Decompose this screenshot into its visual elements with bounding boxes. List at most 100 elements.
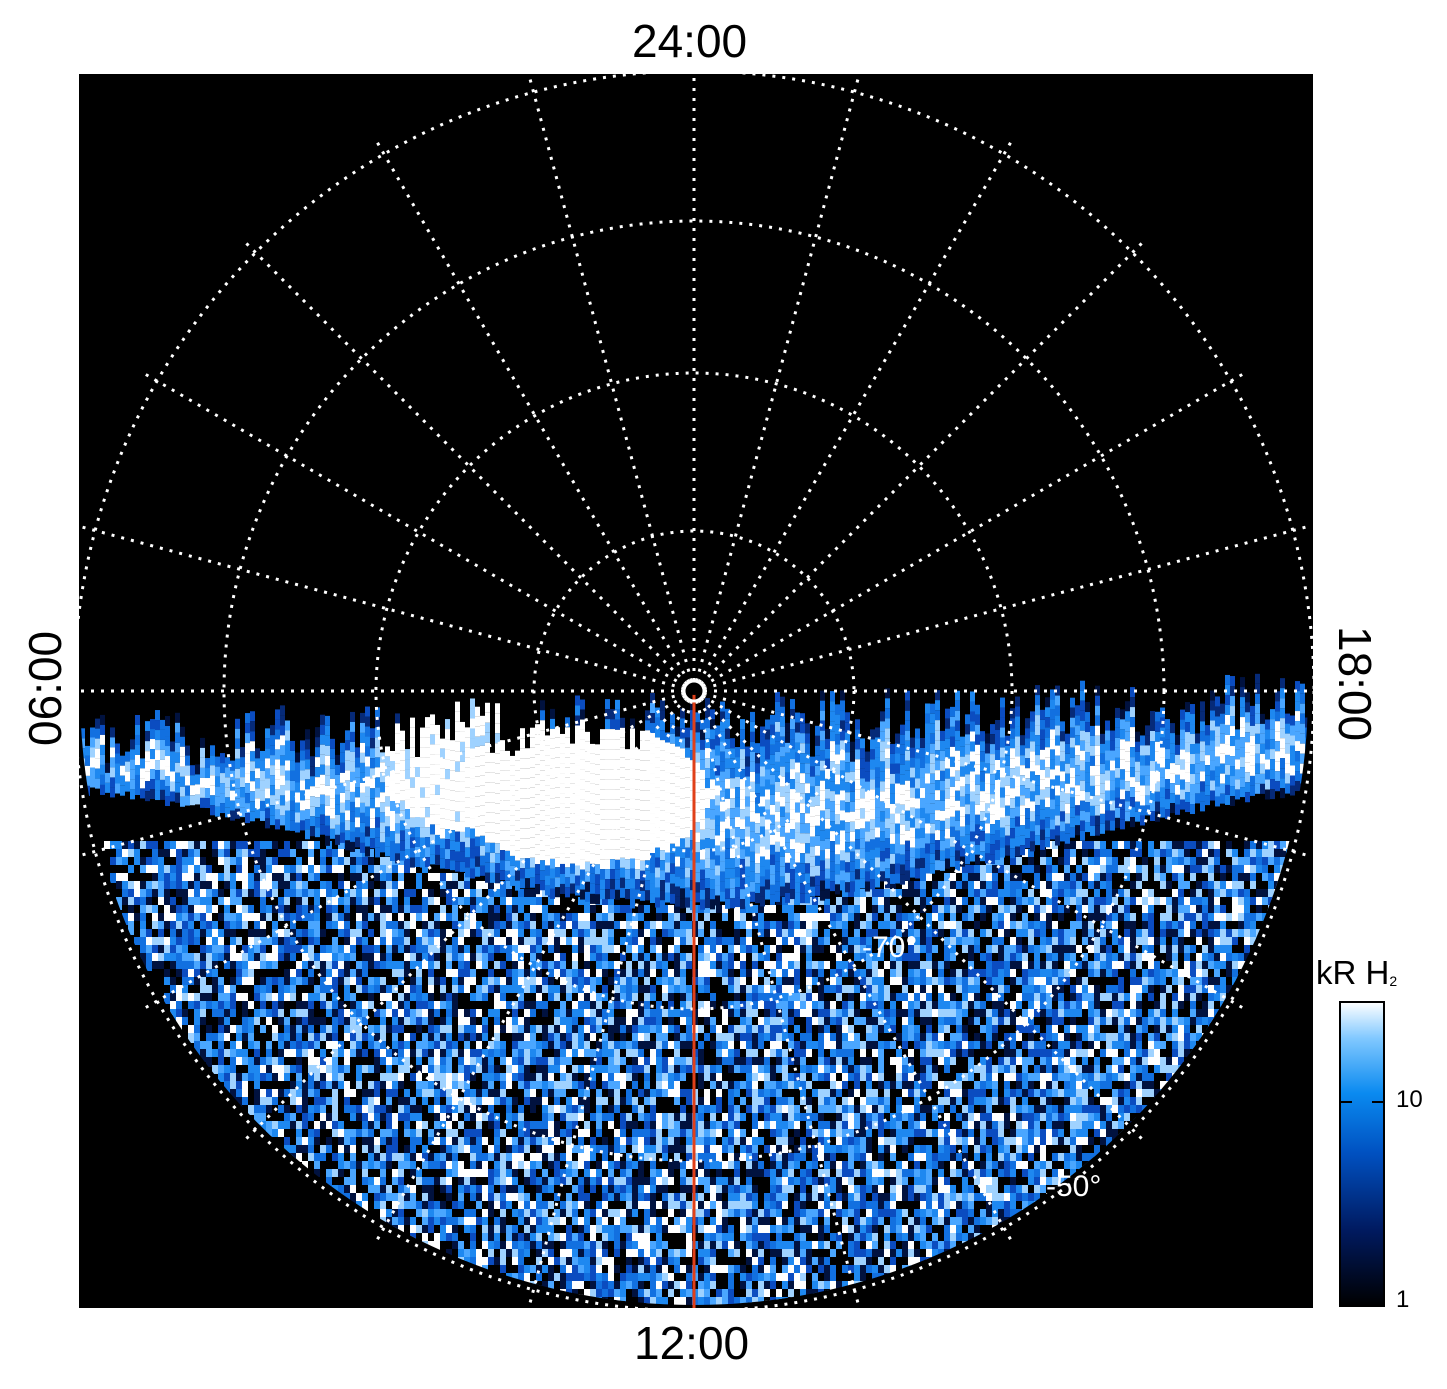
emission-pixel — [878, 905, 884, 913]
emission-pixel — [632, 1033, 638, 1046]
emission-pixel — [404, 873, 410, 881]
emission-pixel — [236, 1057, 242, 1072]
emission-pixel — [668, 1025, 674, 1034]
emission-pixel — [380, 977, 386, 992]
emission-pixel — [260, 889, 266, 897]
emission-pixel — [932, 985, 938, 1000]
emission-pixel — [1130, 1017, 1136, 1031]
emission-pixel — [872, 929, 878, 944]
emission-pixel — [962, 1073, 968, 1083]
emission-pixel — [218, 1017, 224, 1030]
emission-pixel — [566, 1001, 572, 1011]
emission-pixel — [938, 985, 944, 994]
emission-pixel — [620, 1025, 626, 1036]
emission-pixel — [704, 921, 710, 930]
emission-pixel — [680, 1001, 686, 1012]
emission-pixel — [278, 977, 284, 992]
emission-pixel — [656, 913, 662, 921]
emission-pixel — [1166, 937, 1172, 952]
emission-pixel — [776, 1057, 782, 1072]
emission-pixel — [1196, 857, 1202, 872]
emission-pixel — [1070, 945, 1076, 959]
emission-pixel — [1004, 873, 1010, 883]
emission-pixel — [416, 929, 422, 941]
emission-pixel — [704, 1057, 710, 1072]
emission-pixel — [392, 913, 398, 926]
emission-pixel — [860, 905, 866, 916]
emission-pixel — [416, 985, 422, 1000]
emission-pixel — [728, 905, 734, 915]
emission-pixel — [980, 865, 986, 876]
emission-pixel — [314, 985, 320, 1000]
emission-pixel — [788, 969, 794, 983]
emission-pixel — [710, 1073, 716, 1081]
emission-pixel — [860, 1057, 866, 1067]
emission-pixel — [674, 953, 680, 961]
emission-pixel — [722, 961, 728, 972]
emission-pixel — [338, 1041, 344, 1054]
emission-pixel — [710, 905, 716, 914]
emission-pixel — [710, 969, 716, 979]
emission-pixel — [1220, 865, 1226, 876]
emission-pixel — [1004, 961, 1010, 972]
emission-pixel — [830, 953, 836, 968]
emission-pixel — [974, 1073, 980, 1086]
emission-pixel — [842, 1033, 848, 1048]
emission-pixel — [992, 921, 998, 934]
emission-pixel — [536, 929, 542, 938]
emission-pixel — [218, 865, 224, 877]
emission-pixel — [290, 993, 296, 1001]
emission-pixel — [506, 977, 512, 986]
emission-pixel — [542, 993, 548, 1004]
emission-pixel — [980, 905, 986, 918]
emission-pixel — [410, 961, 416, 973]
emission-pixel — [800, 937, 806, 949]
emission-pixel — [176, 977, 182, 992]
emission-pixel — [500, 953, 506, 962]
emission-pixel — [812, 1081, 818, 1095]
emission-pixel — [890, 945, 896, 959]
emission-pixel — [884, 1009, 890, 1019]
emission-pixel — [236, 1081, 242, 1093]
emission-pixel — [158, 977, 164, 991]
emission-pixel — [296, 1073, 302, 1081]
emission-pixel — [884, 953, 890, 965]
emission-pixel — [152, 873, 158, 883]
emission-pixel — [458, 961, 464, 972]
emission-pixel — [698, 945, 704, 959]
emission-pixel — [746, 1017, 752, 1029]
emission-pixel — [542, 961, 548, 973]
emission-pixel — [260, 913, 266, 924]
emission-pixel — [668, 1057, 674, 1071]
emission-pixel — [200, 1033, 206, 1044]
emission-pixel — [788, 1057, 794, 1067]
emission-pixel — [674, 937, 680, 947]
emission-pixel — [326, 945, 332, 960]
emission-pixel — [566, 1057, 572, 1068]
emission-pixel — [542, 977, 548, 992]
emission-pixel — [410, 969, 416, 982]
emission-pixel — [1004, 913, 1010, 921]
emission-pixel — [206, 1017, 212, 1027]
emission-pixel — [536, 1033, 542, 1043]
emission-pixel — [164, 913, 170, 926]
emission-pixel — [896, 985, 902, 993]
emission-pixel — [338, 1073, 344, 1084]
emission-pixel — [164, 969, 170, 979]
emission-pixel — [752, 1009, 758, 1023]
emission-pixel — [632, 953, 638, 961]
emission-pixel — [446, 1025, 452, 1033]
emission-pixel — [518, 913, 524, 927]
emission-pixel — [800, 1065, 806, 1076]
emission-pixel — [1004, 1049, 1010, 1064]
emission-pixel — [446, 961, 452, 975]
emission-pixel — [326, 1033, 332, 1045]
emission-pixel — [944, 945, 950, 959]
emission-pixel — [848, 953, 854, 964]
emission-pixel — [308, 881, 314, 890]
emission-pixel — [242, 1017, 248, 1031]
emission-pixel — [410, 1065, 416, 1079]
emission-pixel — [1070, 913, 1076, 922]
emission-pixel — [914, 1009, 920, 1022]
emission-pixel — [596, 1041, 602, 1052]
